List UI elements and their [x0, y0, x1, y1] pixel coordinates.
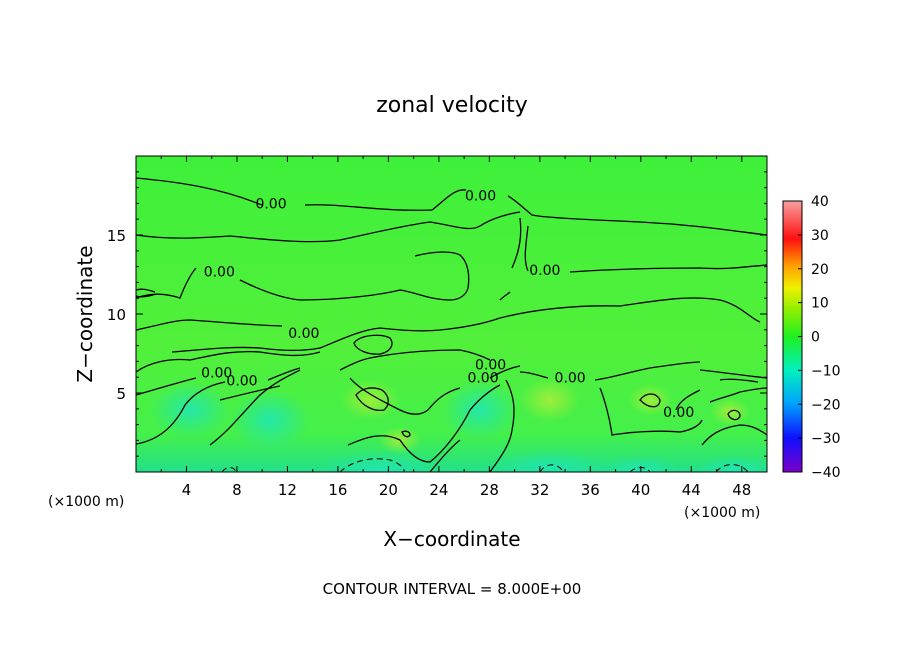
colorbar-tick-label: −20 — [811, 397, 841, 413]
contour-line — [639, 393, 661, 408]
contour-label: 0.00 — [475, 358, 506, 374]
contour-line — [136, 297, 761, 349]
x-unit-left: (×1000 m) — [48, 494, 124, 510]
contour-line — [136, 369, 301, 446]
contour-line — [539, 464, 563, 472]
contour-line — [719, 378, 759, 383]
x-tick-label: 28 — [480, 481, 499, 499]
contour-label: 0.00 — [465, 189, 496, 205]
contour-line — [355, 387, 389, 412]
x-tick-label: 12 — [278, 481, 297, 499]
plot-area: 0.00 0.000.00 0.000.000.000.000.000.00 0.00… — [136, 156, 767, 472]
contour-lines — [136, 177, 767, 472]
x-tick-label: 16 — [328, 481, 347, 499]
contour-label: 0.00 — [529, 263, 560, 279]
x-unit-right: (×1000 m) — [684, 505, 760, 521]
contour-line — [401, 430, 411, 438]
contour-line — [715, 464, 749, 472]
contour-line — [339, 349, 521, 415]
contour-line — [136, 251, 470, 301]
contour-labels: 0.00 0.000.00 0.000.000.000.000.000.00 0.00… — [201, 189, 694, 421]
contour-line — [136, 288, 157, 298]
contour-label: 0.00 — [467, 370, 498, 386]
chart-title: zonal velocity — [376, 93, 528, 118]
colorbar-tick-label: 10 — [811, 296, 829, 312]
contour-line — [353, 334, 393, 355]
contour-label: 0.00 — [663, 405, 694, 421]
colorbar-tick-label: 30 — [811, 228, 829, 244]
contour-line — [136, 211, 521, 243]
contour-label: 0.00 — [555, 370, 586, 386]
contour-line — [489, 379, 767, 472]
colorbar-tick-label: 0 — [811, 330, 820, 346]
contour-interval: CONTOUR INTERVAL = 8.000E+00 — [323, 580, 582, 598]
colorbar-tick-label: −10 — [811, 363, 841, 379]
contour-line — [519, 361, 767, 411]
negative-contours — [221, 458, 749, 472]
x-tick-label: 8 — [232, 481, 242, 499]
colorbar: 40 30 20 10 0 −10 −20 −30 −40 — [782, 194, 841, 481]
contour-line — [221, 467, 237, 472]
x-tick-label: 24 — [429, 481, 448, 499]
contour-line — [136, 346, 321, 373]
y-tick-label: 5 — [116, 385, 126, 403]
x-tick-label: 36 — [581, 481, 600, 499]
contour-line — [339, 458, 405, 472]
contour-line — [136, 177, 767, 236]
y-axis: 5 10 15 — [107, 171, 767, 457]
contour-label: 0.00 — [204, 265, 235, 281]
x-tick-label: 4 — [182, 481, 192, 499]
y-tick-label: 15 — [107, 227, 126, 245]
y-tick-label: 10 — [107, 306, 126, 324]
x-axis: 4 8 12 16 20 24 28 32 36 40 44 48 — [160, 156, 751, 499]
colorbar-tick-label: 40 — [811, 194, 829, 210]
contour-label: 0.00 — [226, 374, 257, 390]
contour-line — [511, 217, 767, 273]
contour-label: 0.00 — [201, 366, 232, 382]
x-tick-label: 20 — [379, 481, 398, 499]
x-tick-label: 40 — [631, 481, 650, 499]
x-tick-label: 48 — [732, 481, 751, 499]
contour-line — [499, 291, 511, 301]
colorbar-tick-label: −40 — [811, 465, 841, 481]
x-axis-label: X−coordinate — [383, 527, 520, 551]
contour-line — [727, 409, 741, 421]
colorbar-tick-label: −30 — [811, 431, 841, 447]
x-tick-label: 44 — [682, 481, 701, 499]
contour-line — [347, 384, 501, 472]
colorbar-tick-label: 20 — [811, 262, 829, 278]
y-axis-label: Z−coordinate — [73, 245, 97, 382]
contour-label: 0.00 — [288, 326, 319, 342]
colorbar-ticks: 40 30 20 10 0 −10 −20 −30 −40 — [798, 194, 841, 481]
x-tick-label: 32 — [530, 481, 549, 499]
contour-label: 0.00 — [255, 197, 286, 213]
